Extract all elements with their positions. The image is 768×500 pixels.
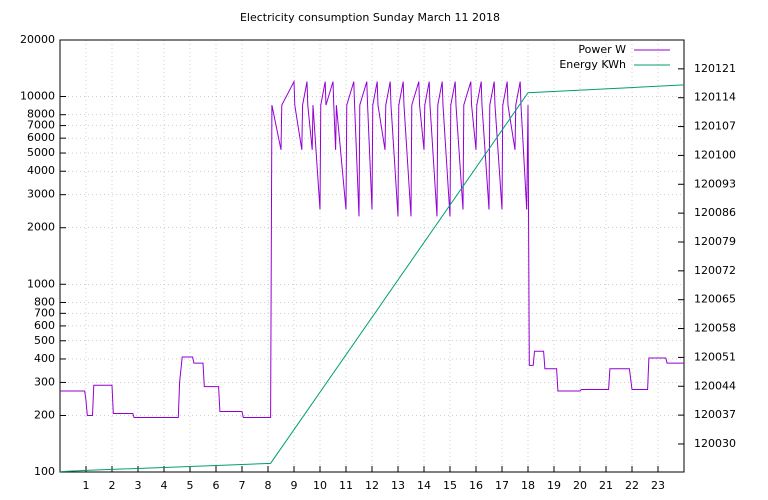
legend-label: Energy KWh bbox=[559, 58, 626, 71]
y-tick-label: 3000 bbox=[27, 188, 55, 201]
y2-tick-label: 120121 bbox=[694, 62, 736, 75]
series-line bbox=[60, 79, 684, 419]
y-tick-label: 200 bbox=[34, 408, 55, 421]
x-tick-label: 1 bbox=[83, 479, 90, 492]
y2-tick-label: 120086 bbox=[694, 206, 736, 219]
y-tick-label: 300 bbox=[34, 375, 55, 388]
x-tick-label: 2 bbox=[109, 479, 116, 492]
x-tick-label: 5 bbox=[187, 479, 194, 492]
y-tick-label: 20000 bbox=[20, 33, 55, 46]
x-tick-label: 12 bbox=[365, 479, 379, 492]
y-tick-label: 6000 bbox=[27, 131, 55, 144]
y2-tick-label: 120058 bbox=[694, 322, 736, 335]
y2-tick-label: 120114 bbox=[694, 91, 736, 104]
y-tick-label: 700 bbox=[34, 306, 55, 319]
y2-tick-label: 120065 bbox=[694, 293, 736, 306]
x-tick-label: 20 bbox=[573, 479, 587, 492]
y-tick-label: 800 bbox=[34, 295, 55, 308]
y-tick-label: 5000 bbox=[27, 146, 55, 159]
y2-tick-label: 120079 bbox=[694, 235, 736, 248]
x-tick-label: 23 bbox=[651, 479, 665, 492]
chart-title: Electricity consumption Sunday March 11 … bbox=[240, 11, 500, 24]
plot-frame bbox=[59, 39, 685, 473]
y-tick-label: 8000 bbox=[27, 108, 55, 121]
legend-label: Power W bbox=[578, 43, 626, 56]
x-tick-label: 4 bbox=[161, 479, 168, 492]
y-tick-label: 10000 bbox=[20, 90, 55, 103]
x-tick-label: 6 bbox=[213, 479, 220, 492]
y-tick-label: 100 bbox=[34, 465, 55, 478]
y-tick-label: 4000 bbox=[27, 164, 55, 177]
series-line bbox=[59, 84, 685, 473]
x-tick-label: 9 bbox=[291, 479, 298, 492]
y2-tick-label: 120037 bbox=[694, 408, 736, 421]
x-tick-label: 7 bbox=[239, 479, 246, 492]
x-tick-label: 17 bbox=[495, 479, 509, 492]
y2-tick-label: 120107 bbox=[694, 120, 736, 133]
x-tick-label: 11 bbox=[339, 479, 353, 492]
y-tick-label: 400 bbox=[34, 352, 55, 365]
y-tick-label: 500 bbox=[34, 334, 55, 347]
y2-tick-label: 120100 bbox=[694, 148, 736, 161]
x-tick-label: 16 bbox=[469, 479, 483, 492]
y2-tick-label: 120093 bbox=[694, 177, 736, 190]
y2-tick-label: 120072 bbox=[694, 264, 736, 277]
x-tick-label: 22 bbox=[625, 479, 639, 492]
x-tick-label: 15 bbox=[443, 479, 457, 492]
x-tick-label: 10 bbox=[313, 479, 327, 492]
x-tick-label: 3 bbox=[135, 479, 142, 492]
x-tick-label: 18 bbox=[521, 479, 535, 492]
x-tick-label: 19 bbox=[547, 479, 561, 492]
y2-tick-label: 120030 bbox=[694, 437, 736, 450]
y-tick-label: 2000 bbox=[27, 221, 55, 234]
x-tick-label: 8 bbox=[265, 479, 272, 492]
y-tick-label: 1000 bbox=[27, 277, 55, 290]
x-tick-label: 21 bbox=[599, 479, 613, 492]
y-tick-label: 7000 bbox=[27, 119, 55, 132]
y2-tick-label: 120044 bbox=[694, 379, 736, 392]
y-tick-label: 600 bbox=[34, 319, 55, 332]
y2-tick-label: 120051 bbox=[694, 350, 736, 363]
x-tick-label: 13 bbox=[391, 479, 405, 492]
x-tick-label: 14 bbox=[417, 479, 431, 492]
